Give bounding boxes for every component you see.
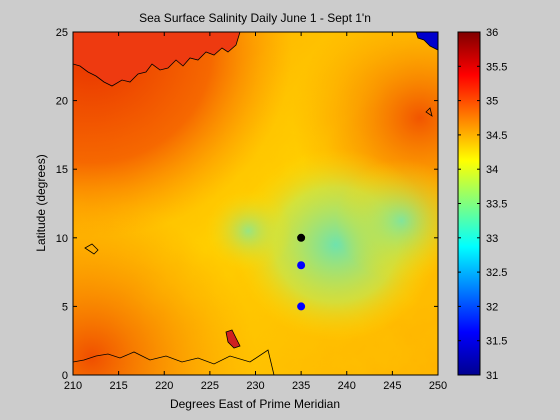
colorbar [457, 31, 481, 376]
x-tick-label: 210 [64, 380, 82, 392]
colorbar-tick-label: 35.5 [486, 61, 507, 73]
station-marker [297, 302, 306, 311]
y-tick-label: 10 [56, 233, 68, 245]
colorbar-tick-label: 36 [486, 27, 498, 39]
station-marker [297, 261, 306, 270]
y-axis-label: Latitude (degrees) [34, 154, 48, 251]
coastline-northeast [415, 32, 438, 51]
colorbar-tick-label: 31 [486, 370, 498, 382]
island-south [225, 329, 241, 349]
x-tick-label: 235 [292, 380, 310, 392]
colorbar-ticks: 31 31.5 32 32.5 33 33.5 34 34.5 35 35.5 36 [458, 27, 507, 382]
y-axis-ticks: 0 5 10 15 20 25 [56, 27, 438, 382]
coastline-south [73, 349, 275, 375]
x-tick-label: 220 [155, 380, 173, 392]
colorbar-tick-label: 33 [486, 233, 498, 245]
x-axis-label: Degrees East of Prime Meridian [170, 397, 340, 411]
x-tick-label: 225 [201, 380, 219, 392]
colorbar-tick-label: 32.5 [486, 267, 507, 279]
station-markers [297, 233, 306, 311]
y-tick-label: 20 [56, 96, 68, 108]
colorbar-tick-label: 35 [486, 96, 498, 108]
y-tick-label: 15 [56, 164, 68, 176]
y-tick-label: 5 [62, 301, 68, 313]
y-tick-label: 0 [62, 370, 68, 382]
x-tick-label: 240 [338, 380, 356, 392]
y-tick-label: 25 [56, 27, 68, 39]
colorbar-tick-label: 32 [486, 301, 498, 313]
island-west [84, 243, 99, 255]
colorbar-tick-label: 34.5 [486, 130, 507, 142]
station-marker [297, 233, 306, 242]
x-tick-label: 245 [383, 380, 401, 392]
x-tick-label: 215 [109, 380, 127, 392]
colorbar-tick-label: 34 [486, 164, 498, 176]
chart-title: Sea Surface Salinity Daily June 1 - Sept… [139, 11, 371, 25]
x-tick-label: 250 [429, 380, 447, 392]
salinity-map-area [73, 32, 438, 375]
island-east-small [425, 107, 433, 117]
x-axis-ticks: 210 215 220 225 230 235 240 245 250 [64, 32, 447, 392]
colorbar-tick-label: 33.5 [486, 199, 507, 211]
coastline-northwest [73, 32, 241, 87]
low-salinity-west [73, 32, 438, 375]
colorbar-tick-label: 31.5 [486, 336, 507, 348]
x-tick-label: 230 [246, 380, 264, 392]
